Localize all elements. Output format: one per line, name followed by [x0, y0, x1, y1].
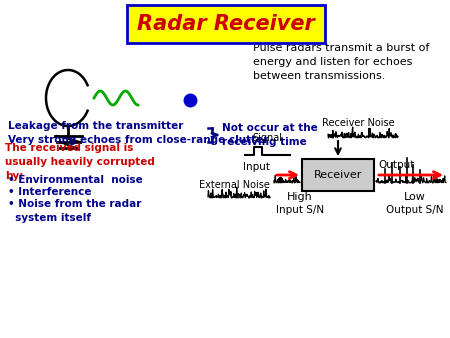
Text: Not occur at the
receiving time: Not occur at the receiving time	[222, 123, 318, 147]
Text: Radar Receiver: Radar Receiver	[137, 14, 315, 34]
Text: The received signal is
usually heavily corrupted
by:: The received signal is usually heavily c…	[5, 143, 155, 181]
FancyBboxPatch shape	[127, 5, 325, 43]
Text: • Environmental  noise: • Environmental noise	[8, 175, 143, 185]
Text: • Noise from the radar
  system itself: • Noise from the radar system itself	[8, 199, 141, 223]
Text: Input S/N: Input S/N	[276, 205, 324, 215]
Text: Output S/N: Output S/N	[386, 205, 444, 215]
Text: High: High	[287, 192, 313, 202]
Text: Input: Input	[243, 162, 270, 172]
Text: • Interference: • Interference	[8, 187, 91, 197]
Text: Pulse radars transmit a burst of
energy and listen for echoes
between transmissi: Pulse radars transmit a burst of energy …	[253, 43, 429, 81]
Text: External Noise: External Noise	[198, 180, 270, 190]
Bar	[302, 159, 374, 191]
Text: Signal: Signal	[252, 133, 282, 143]
Text: Receiver: Receiver	[314, 170, 362, 180]
Text: Leakage from the transmitter
Very strong echoes from close-range clutter: Leakage from the transmitter Very strong…	[8, 121, 268, 145]
Text: Low: Low	[404, 192, 426, 202]
Text: Receiver Noise: Receiver Noise	[322, 118, 394, 128]
Text: Output: Output	[378, 160, 414, 170]
